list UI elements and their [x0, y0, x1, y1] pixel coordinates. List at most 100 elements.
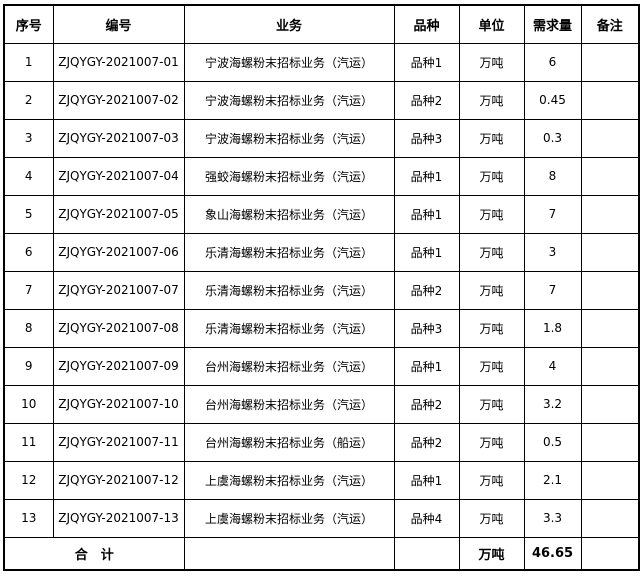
cell-unit: 万吨	[458, 194, 525, 234]
cell-code: ZJQYGY-2021007-04	[52, 156, 185, 196]
cell-code: ZJQYGY-2021007-07	[52, 270, 185, 310]
cell-variety: 品种2	[393, 422, 460, 462]
table-row: 4 ZJQYGY-2021007-04 强蛟海螺粉末招标业务（汽运） 品种1 万…	[3, 156, 640, 196]
cell-demand: 8	[523, 156, 582, 196]
total-business-cell	[183, 536, 395, 571]
cell-demand: 3.3	[523, 498, 582, 538]
total-unit-cell: 万吨	[458, 536, 525, 571]
table-row: 2 ZJQYGY-2021007-02 宁波海螺粉末招标业务（汽运） 品种2 万…	[3, 80, 640, 120]
cell-demand: 7	[523, 270, 582, 310]
cell-unit: 万吨	[458, 346, 525, 386]
cell-no: 2	[3, 80, 54, 120]
cell-unit: 万吨	[458, 156, 525, 196]
cell-variety: 品种2	[393, 384, 460, 424]
cell-demand: 4	[523, 346, 582, 386]
cell-unit: 万吨	[458, 232, 525, 272]
cell-remark	[580, 460, 640, 500]
table-row: 3 ZJQYGY-2021007-03 宁波海螺粉末招标业务（汽运） 品种3 万…	[3, 118, 640, 158]
table-row: 12 ZJQYGY-2021007-12 上虞海螺粉末招标业务（汽运） 品种1 …	[3, 460, 640, 500]
cell-remark	[580, 232, 640, 272]
cell-remark	[580, 422, 640, 462]
cell-remark	[580, 156, 640, 196]
cell-remark	[580, 498, 640, 538]
cell-business: 宁波海螺粉末招标业务（汽运）	[183, 80, 395, 120]
cell-variety: 品种2	[393, 80, 460, 120]
table-row: 11 ZJQYGY-2021007-11 台州海螺粉末招标业务（船运） 品种2 …	[3, 422, 640, 462]
cell-unit: 万吨	[458, 42, 525, 82]
table-header: 序号 编号 业务 品种 单位 需求量 备注	[3, 4, 640, 44]
cell-no: 1	[3, 42, 54, 82]
table-row: 9 ZJQYGY-2021007-09 台州海螺粉末招标业务（汽运） 品种1 万…	[3, 346, 640, 386]
cell-business: 强蛟海螺粉末招标业务（汽运）	[183, 156, 395, 196]
cell-unit: 万吨	[458, 308, 525, 348]
cell-variety: 品种1	[393, 156, 460, 196]
table-body: 1 ZJQYGY-2021007-01 宁波海螺粉末招标业务（汽运） 品种1 万…	[3, 42, 640, 538]
cell-unit: 万吨	[458, 498, 525, 538]
total-remark-cell	[580, 536, 640, 571]
cell-unit: 万吨	[458, 422, 525, 462]
table-row: 7 ZJQYGY-2021007-07 乐清海螺粉末招标业务（汽运） 品种2 万…	[3, 270, 640, 310]
cell-unit: 万吨	[458, 460, 525, 500]
header-business: 业务	[183, 4, 395, 44]
cell-business: 台州海螺粉末招标业务（汽运）	[183, 384, 395, 424]
cell-business: 象山海螺粉末招标业务（汽运）	[183, 194, 395, 234]
cell-no: 13	[3, 498, 54, 538]
cell-remark	[580, 194, 640, 234]
cell-code: ZJQYGY-2021007-12	[52, 460, 185, 500]
cell-code: ZJQYGY-2021007-13	[52, 498, 185, 538]
cell-remark	[580, 384, 640, 424]
total-row: 合 计 万吨 46.65	[3, 536, 640, 571]
cell-unit: 万吨	[458, 384, 525, 424]
cell-demand: 0.5	[523, 422, 582, 462]
cell-code: ZJQYGY-2021007-11	[52, 422, 185, 462]
table-row: 5 ZJQYGY-2021007-05 象山海螺粉末招标业务（汽运） 品种1 万…	[3, 194, 640, 234]
cell-demand: 3.2	[523, 384, 582, 424]
cell-no: 11	[3, 422, 54, 462]
cell-code: ZJQYGY-2021007-02	[52, 80, 185, 120]
cell-business: 上虞海螺粉末招标业务（汽运）	[183, 460, 395, 500]
cell-business: 宁波海螺粉末招标业务（汽运）	[183, 118, 395, 158]
table-row: 6 ZJQYGY-2021007-06 乐清海螺粉末招标业务（汽运） 品种1 万…	[3, 232, 640, 272]
cell-variety: 品种3	[393, 308, 460, 348]
cell-remark	[580, 80, 640, 120]
cell-demand: 7	[523, 194, 582, 234]
cell-demand: 0.45	[523, 80, 582, 120]
demand-table: 序号 编号 业务 品种 单位 需求量 备注 1 ZJQYGY-2021007-0…	[3, 4, 640, 571]
cell-variety: 品种1	[393, 460, 460, 500]
cell-remark	[580, 270, 640, 310]
cell-no: 3	[3, 118, 54, 158]
cell-business: 台州海螺粉末招标业务（汽运）	[183, 346, 395, 386]
header-variety: 品种	[393, 4, 460, 44]
cell-variety: 品种1	[393, 346, 460, 386]
cell-variety: 品种1	[393, 42, 460, 82]
cell-code: ZJQYGY-2021007-08	[52, 308, 185, 348]
cell-business: 台州海螺粉末招标业务（船运）	[183, 422, 395, 462]
table-row: 8 ZJQYGY-2021007-08 乐清海螺粉末招标业务（汽运） 品种3 万…	[3, 308, 640, 348]
cell-variety: 品种4	[393, 498, 460, 538]
cell-code: ZJQYGY-2021007-05	[52, 194, 185, 234]
cell-no: 5	[3, 194, 54, 234]
cell-unit: 万吨	[458, 270, 525, 310]
cell-code: ZJQYGY-2021007-09	[52, 346, 185, 386]
cell-no: 9	[3, 346, 54, 386]
header-remark: 备注	[580, 4, 640, 44]
cell-no: 10	[3, 384, 54, 424]
cell-business: 上虞海螺粉末招标业务（汽运）	[183, 498, 395, 538]
cell-variety: 品种1	[393, 232, 460, 272]
cell-unit: 万吨	[458, 80, 525, 120]
cell-no: 8	[3, 308, 54, 348]
header-code: 编号	[52, 4, 185, 44]
table-row: 10 ZJQYGY-2021007-10 台州海螺粉末招标业务（汽运） 品种2 …	[3, 384, 640, 424]
cell-business: 乐清海螺粉末招标业务（汽运）	[183, 308, 395, 348]
cell-remark	[580, 42, 640, 82]
cell-code: ZJQYGY-2021007-10	[52, 384, 185, 424]
total-variety-cell	[393, 536, 460, 571]
header-no: 序号	[3, 4, 54, 44]
cell-remark	[580, 346, 640, 386]
cell-remark	[580, 308, 640, 348]
header-row: 序号 编号 业务 品种 单位 需求量 备注	[3, 4, 640, 44]
cell-business: 乐清海螺粉末招标业务（汽运）	[183, 270, 395, 310]
cell-code: ZJQYGY-2021007-03	[52, 118, 185, 158]
cell-demand: 6	[523, 42, 582, 82]
cell-no: 4	[3, 156, 54, 196]
